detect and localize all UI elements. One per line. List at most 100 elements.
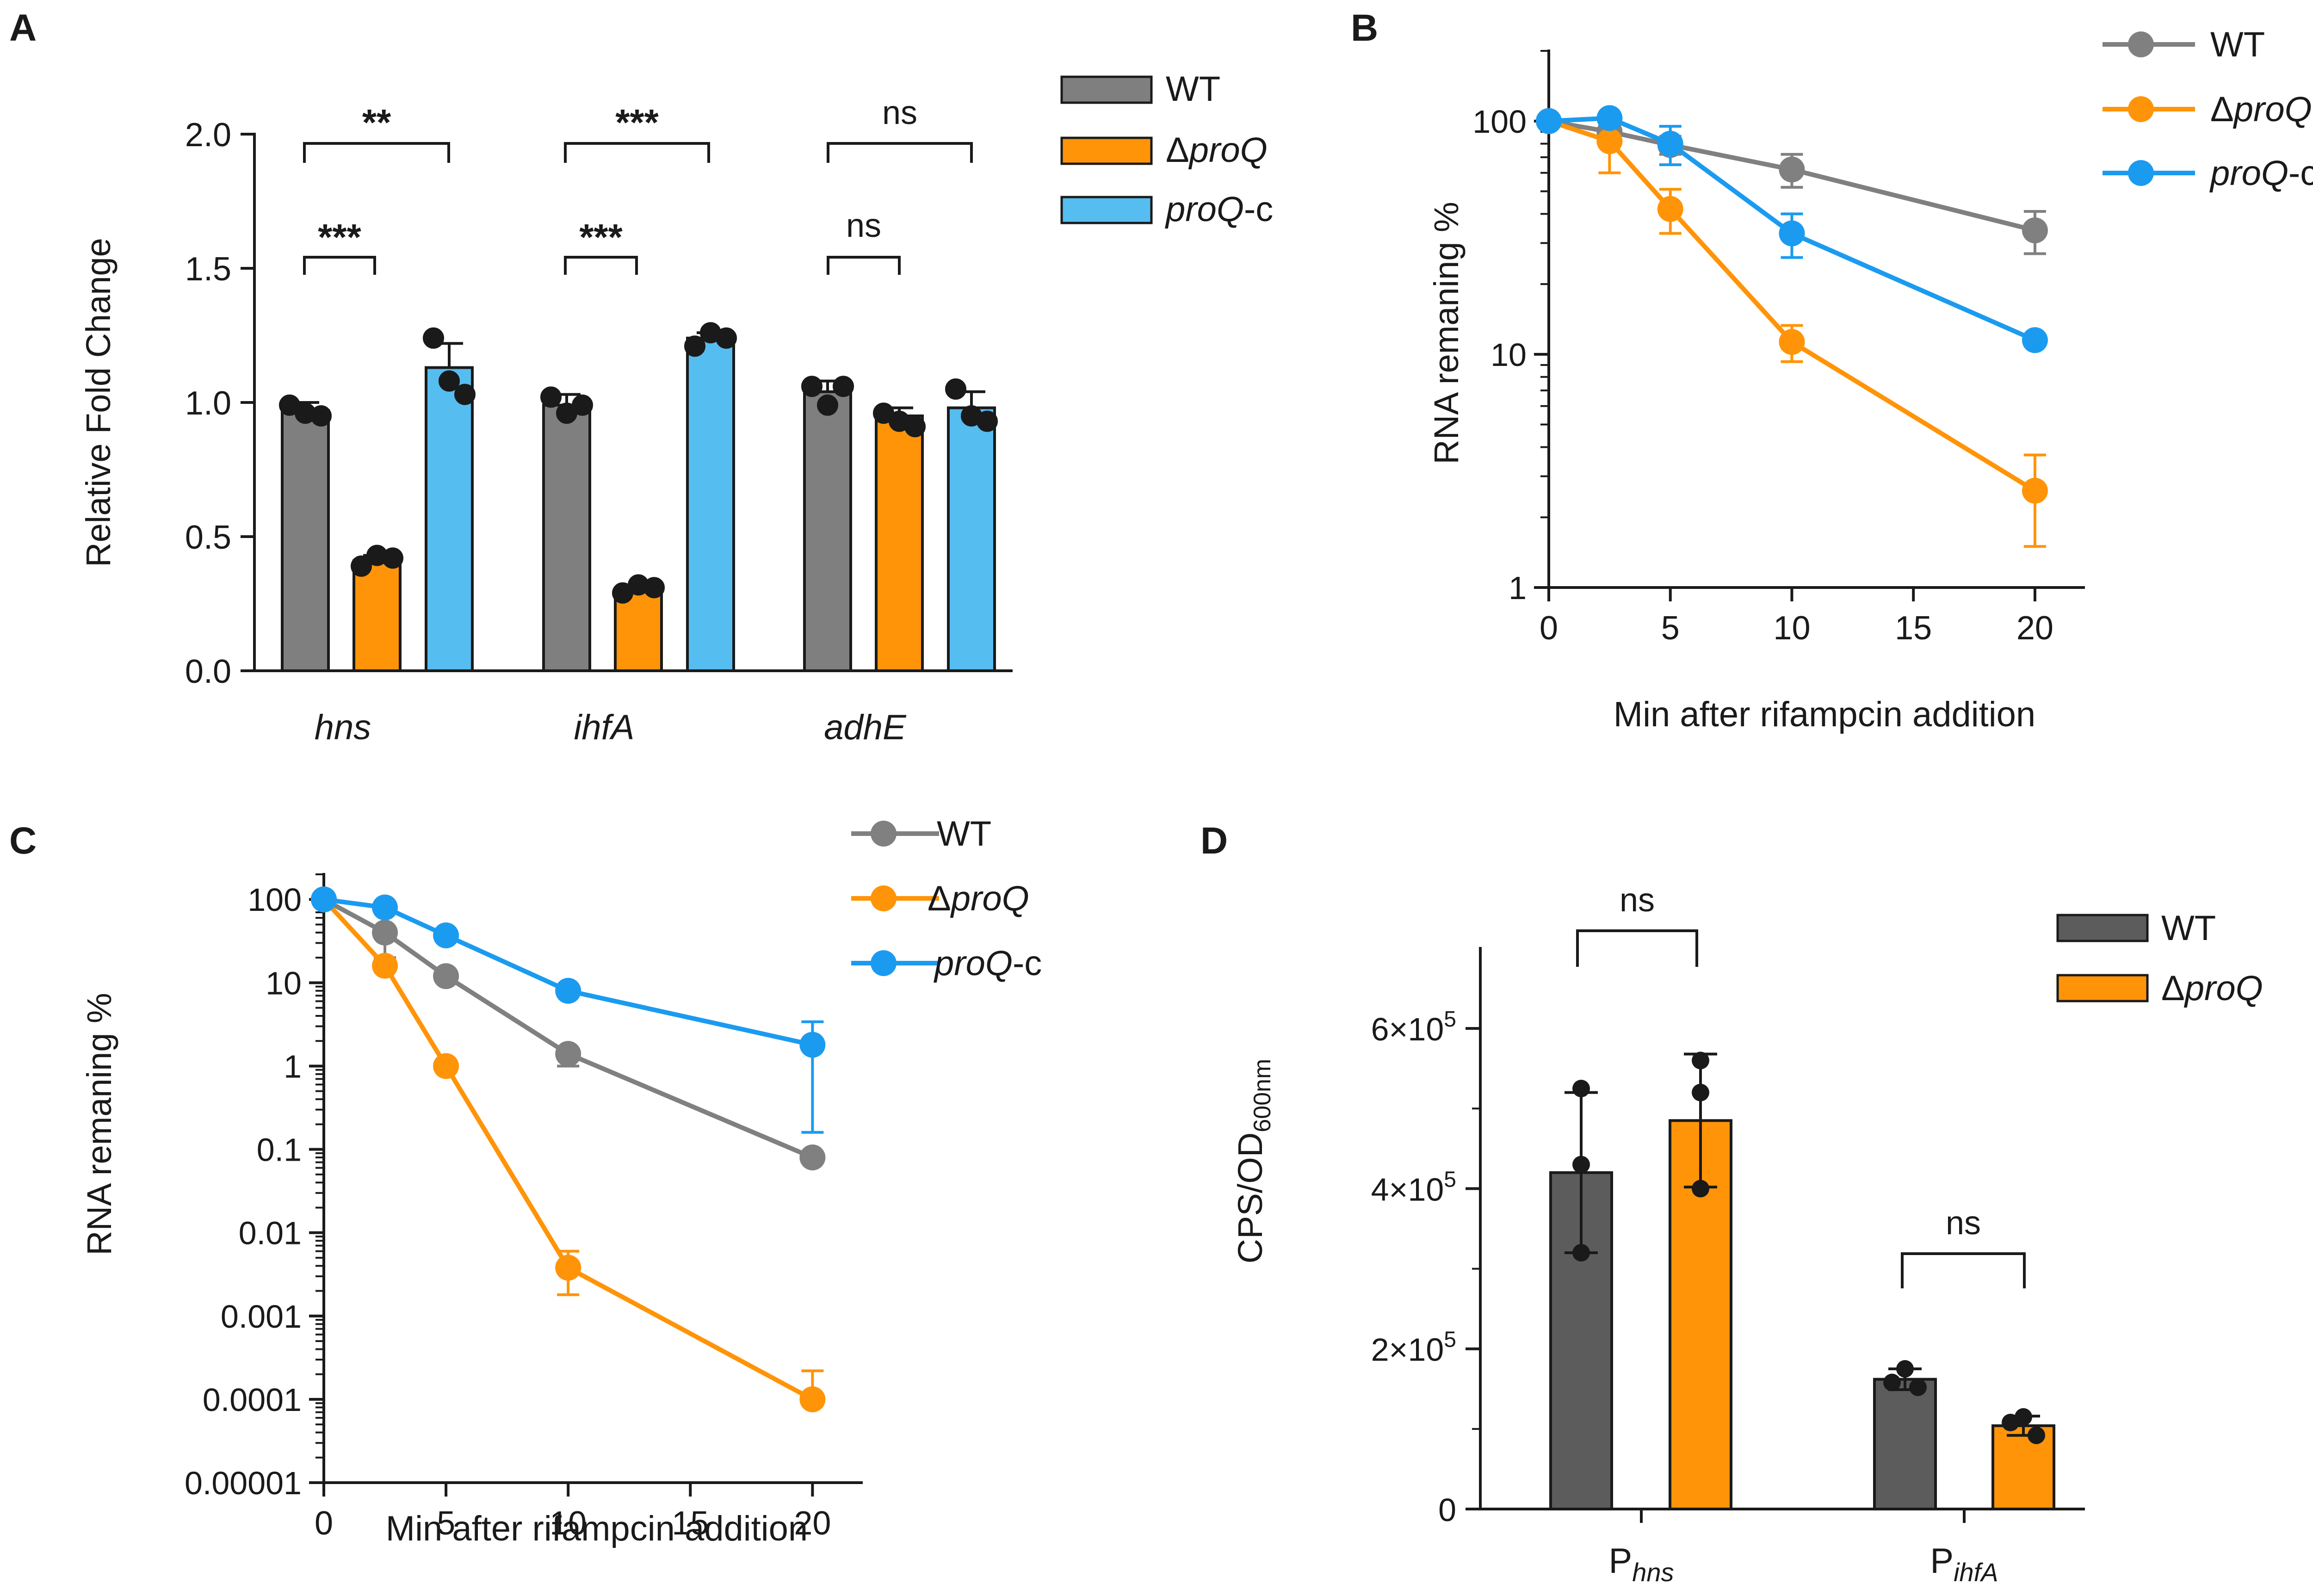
c-data-point — [372, 953, 398, 979]
b-x-tick-label: 20 — [2016, 610, 2053, 647]
sig-bracket — [1901, 1252, 2026, 1288]
a-y-tick-label: 0.5 — [185, 519, 231, 556]
d-data-point — [1692, 1052, 1709, 1070]
c-data-point — [555, 1041, 581, 1067]
c-x-tick-label: 20 — [794, 1505, 831, 1542]
b-x-tick-label: 5 — [1661, 610, 1680, 647]
legend-label-proq: ΔproQ — [928, 879, 1029, 918]
panel-a-chart: Relative Fold Change 0.0 0.5 1.0 1.5 2.0 hns… — [79, 69, 1273, 747]
b-data-point — [2022, 327, 2048, 353]
sig-label: *** — [615, 102, 659, 143]
c-x-tick-label: 15 — [672, 1505, 709, 1542]
legend-marker-proq — [871, 885, 897, 911]
d-y-tick-label: 6×105 — [1371, 1007, 1456, 1047]
b-xlabel: Min after rifampcin addition — [1614, 695, 2035, 734]
a-data-point — [351, 555, 372, 577]
a-data-point — [572, 394, 593, 416]
c-series-line — [323, 897, 813, 1047]
a-bar — [614, 589, 663, 672]
a-bar — [425, 366, 474, 672]
a-data-point — [439, 370, 460, 392]
d-data-point — [1883, 1373, 1901, 1392]
sig-label: ** — [362, 102, 391, 143]
c-y-tick-label: 0.001 — [221, 1299, 302, 1335]
legend-swatch-proq — [1060, 136, 1153, 165]
c-data-point — [799, 1144, 826, 1171]
d-ylabel: CPS/OD600nm — [1231, 1059, 1276, 1264]
a-bar — [542, 403, 591, 672]
a-legend: WT ΔproQ proQ-c — [1060, 69, 1273, 229]
b-data-point — [1657, 130, 1683, 157]
d-y-tick-label: 4×105 — [1371, 1167, 1456, 1207]
legend-swatch-wt — [2056, 914, 2149, 942]
legend-swatch-proqc — [1060, 196, 1153, 224]
d-data-point — [1692, 1083, 1709, 1101]
c-y-tick-label: 0.0001 — [203, 1382, 302, 1418]
a-data-point — [817, 394, 838, 416]
d-bar — [1991, 1424, 2055, 1510]
a-data-point — [382, 547, 403, 569]
sig-bracket — [303, 256, 376, 275]
c-y-tick-label: 0.01 — [239, 1215, 302, 1251]
c-series-line — [322, 897, 814, 1402]
sig-bracket — [303, 142, 450, 163]
b-data-point — [1536, 108, 1562, 134]
a-data-point — [977, 410, 998, 432]
b-data-point — [1596, 128, 1623, 155]
sig-bracket — [564, 256, 638, 275]
c-series — [311, 886, 826, 1412]
b-data-point — [1657, 196, 1683, 222]
b-data-point — [1596, 105, 1623, 131]
c-y-axis-ticks: 0.00001 0.0001 0.001 0.01 0.1 1 10 100 — [185, 873, 324, 1501]
legend-label-proqc: proQ-c — [2209, 154, 2313, 193]
c-x-tick-label: 0 — [315, 1505, 333, 1542]
c-y-tick-label: 0.00001 — [185, 1465, 302, 1501]
legend-label-proqc: proQ-c — [1165, 190, 1273, 229]
legend-marker-proqc — [2128, 160, 2154, 186]
a-y-axis-ticks: 0.0 0.5 1.0 1.5 2.0 — [185, 117, 254, 690]
sig-label: ns — [1620, 882, 1655, 919]
c-data-point — [372, 919, 398, 946]
panel-c-chart: RNA remaning % 0.00001 0.0001 0.001 0.01 0.1… — [80, 814, 1042, 1548]
c-y-tick-label: 1 — [284, 1048, 302, 1084]
d-legend: WT ΔproQ — [2056, 909, 2263, 1008]
legend-marker-proq — [2128, 96, 2154, 122]
d-category-label: Phns — [1609, 1541, 1674, 1587]
d-data-point — [1572, 1156, 1590, 1174]
sig-bracket — [1576, 929, 1698, 967]
panel-label-a: A — [9, 7, 37, 49]
b-x-tick-label: 15 — [1895, 610, 1932, 647]
legend-swatch-proq — [2056, 974, 2149, 1002]
c-data-point — [433, 963, 459, 990]
d-significance: ns ns — [1576, 882, 2026, 1288]
b-ylabel: RNA remaning % — [1427, 202, 1466, 464]
legend-label-proq: ΔproQ — [2161, 969, 2263, 1008]
a-bar — [686, 336, 735, 672]
d-y-tick-label: 2×105 — [1371, 1328, 1456, 1368]
d-data-point — [2002, 1414, 2019, 1432]
a-bar — [875, 414, 924, 672]
a-data-point — [643, 577, 665, 599]
b-legend: WT ΔproQ proQ-c — [2103, 25, 2313, 193]
a-category-label: ihfA — [574, 708, 635, 747]
b-y-tick-label: 10 — [1490, 337, 1527, 373]
a-bars — [279, 322, 998, 672]
c-data-point — [372, 894, 398, 921]
d-data-point — [1909, 1378, 1927, 1396]
c-data-point — [799, 1386, 826, 1412]
b-series — [1536, 105, 2048, 548]
b-x-axis-ticks: 0 5 10 15 20 — [1540, 588, 2053, 647]
a-data-point — [454, 384, 476, 405]
a-data-point — [684, 335, 705, 357]
c-data-point — [433, 922, 459, 948]
sig-label: ns — [1946, 1205, 1981, 1242]
d-category-label: PihfA — [1930, 1541, 1998, 1587]
a-data-point — [310, 405, 332, 427]
b-data-point — [2022, 217, 2048, 243]
b-data-point — [1779, 220, 1805, 247]
legend-swatch-wt — [1060, 75, 1153, 104]
a-data-point — [833, 376, 854, 397]
sig-label: *** — [579, 217, 623, 258]
legend-marker-wt — [871, 821, 897, 847]
c-x-axis-ticks: 0 5 10 15 20 — [315, 1483, 831, 1542]
